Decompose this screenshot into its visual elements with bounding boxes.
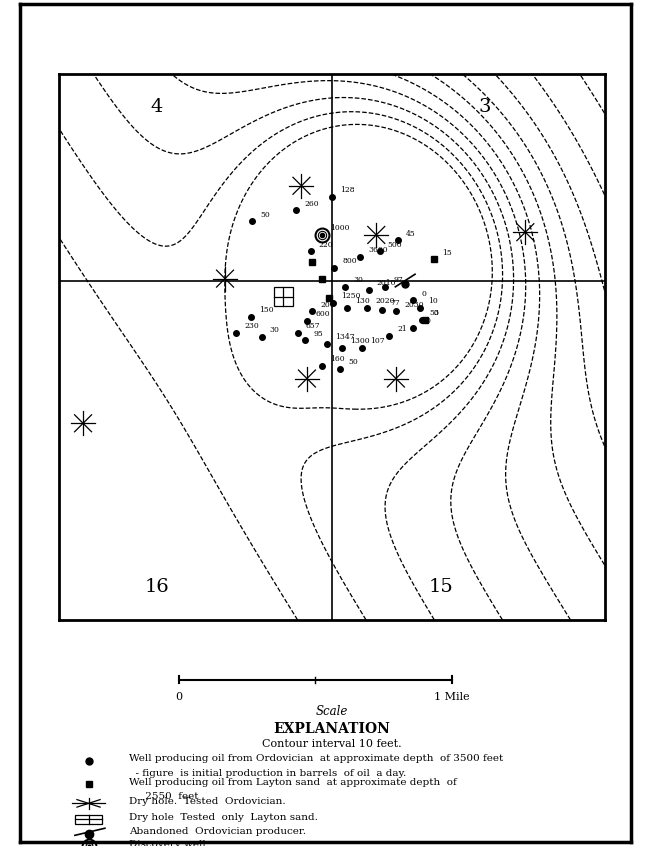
- Text: 200: 200: [320, 300, 335, 309]
- Text: 1 Mile: 1 Mile: [434, 692, 469, 702]
- Text: 95: 95: [313, 330, 323, 338]
- Text: 3: 3: [478, 97, 491, 116]
- Text: 45: 45: [406, 229, 416, 238]
- Text: 2010: 2010: [377, 279, 396, 287]
- Text: 50: 50: [261, 211, 270, 218]
- Text: 1347: 1347: [335, 333, 355, 342]
- Text: 3600: 3600: [368, 246, 387, 254]
- Text: 800: 800: [343, 257, 357, 265]
- Text: 3: 3: [434, 309, 439, 317]
- Text: 600: 600: [315, 310, 330, 318]
- Text: EXPLANATION: EXPLANATION: [273, 722, 390, 736]
- Text: 1000: 1000: [330, 224, 349, 232]
- Text: 220: 220: [319, 240, 333, 249]
- Text: Well producing oil from Ordovician  at approximate depth  of 3500 feet: Well producing oil from Ordovician at ap…: [129, 755, 504, 763]
- Text: - figure  is initial production in barrels  of oil  a day.: - figure is initial production in barrel…: [129, 769, 407, 777]
- Text: 160: 160: [330, 355, 344, 363]
- Text: 1300: 1300: [350, 338, 370, 345]
- Text: 1250: 1250: [341, 293, 360, 300]
- Text: 2030: 2030: [404, 300, 424, 309]
- Text: 260: 260: [304, 200, 319, 207]
- Text: 10: 10: [428, 297, 438, 305]
- Text: 77: 77: [390, 299, 400, 307]
- Text: 230: 230: [244, 322, 259, 331]
- Text: 30: 30: [422, 317, 432, 325]
- Text: 500: 500: [388, 240, 402, 249]
- Text: 657: 657: [306, 322, 320, 331]
- Text: Contour interval 10 feet.: Contour interval 10 feet.: [262, 739, 401, 750]
- Text: Well producing oil from Layton sand  at approximate depth  of: Well producing oil from Layton sand at a…: [129, 777, 457, 787]
- Text: Scale: Scale: [315, 705, 348, 717]
- Text: Abandoned  Ordovician producer.: Abandoned Ordovician producer.: [129, 827, 307, 837]
- Text: 16: 16: [144, 578, 169, 596]
- Text: 50: 50: [430, 309, 439, 317]
- Text: 150: 150: [259, 306, 274, 314]
- Text: Dry hole  Tested  only  Layton sand.: Dry hole Tested only Layton sand.: [129, 813, 318, 822]
- Text: 4: 4: [151, 97, 163, 116]
- Text: 30: 30: [354, 276, 363, 284]
- Text: 30: 30: [270, 327, 280, 334]
- Text: 2020: 2020: [375, 297, 395, 305]
- Text: 15: 15: [428, 578, 453, 596]
- Text: Dry hole.  Tested  Ordovician.: Dry hole. Tested Ordovician.: [129, 797, 286, 806]
- Text: 107: 107: [370, 338, 384, 345]
- Text: 128: 128: [340, 186, 354, 194]
- Text: Discovery well: Discovery well: [129, 840, 206, 846]
- Text: 97: 97: [393, 276, 403, 284]
- Text: 2550  feet: 2550 feet: [129, 792, 199, 801]
- Text: 50: 50: [348, 358, 358, 366]
- Text: 0: 0: [175, 692, 182, 702]
- Text: 130: 130: [355, 297, 370, 305]
- Text: 15: 15: [443, 249, 452, 257]
- Text: 21: 21: [397, 325, 407, 333]
- Text: 0: 0: [422, 289, 426, 298]
